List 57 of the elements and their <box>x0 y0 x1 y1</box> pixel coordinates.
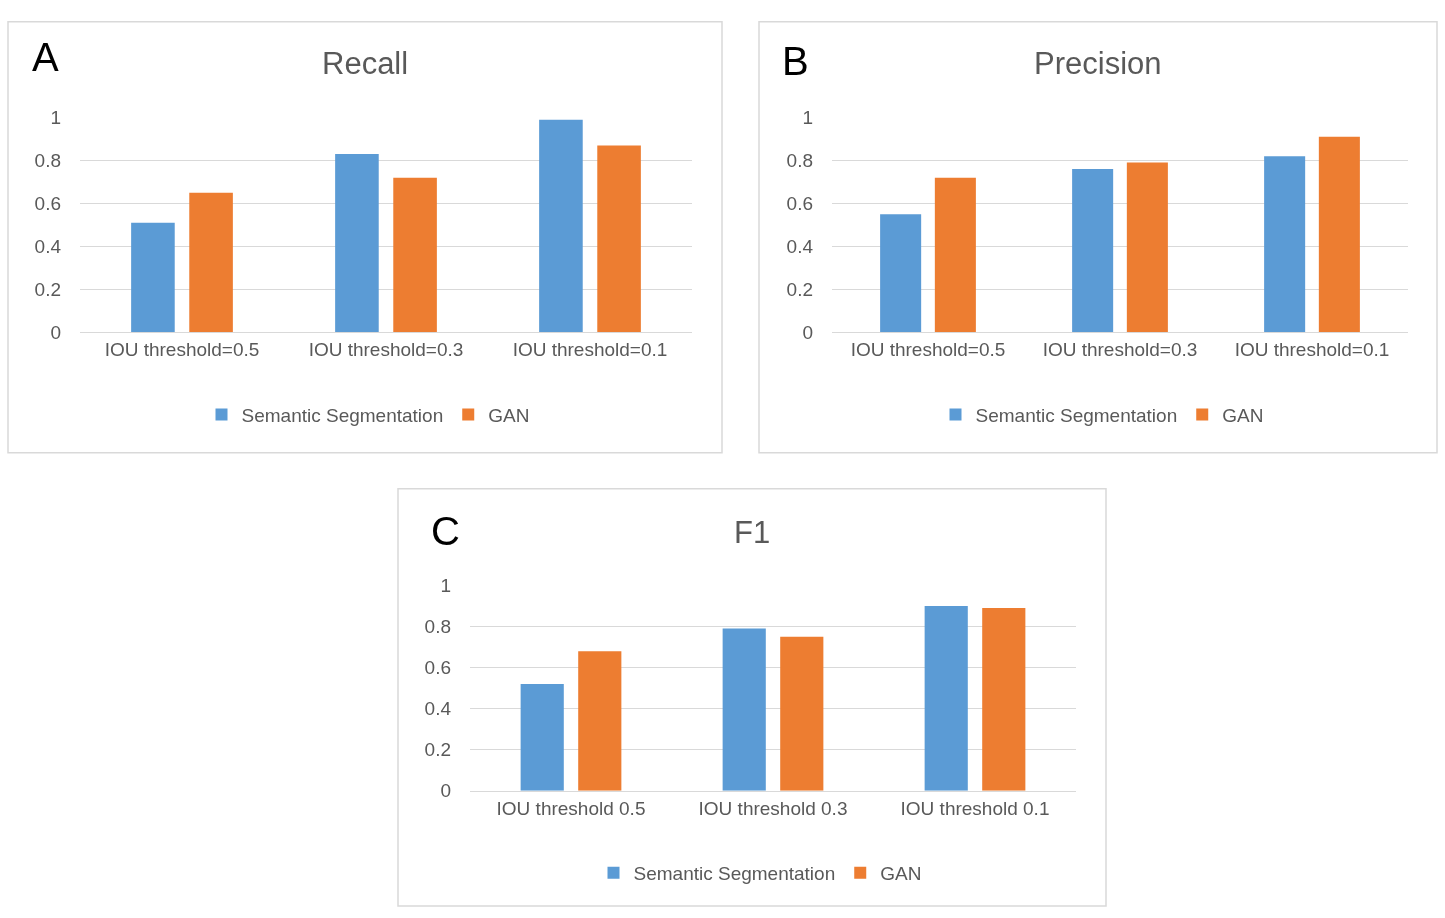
y-tick-label: 1 <box>50 107 61 129</box>
y-tick-label: 1 <box>440 575 451 597</box>
x-tick-label: IOU threshold 0.1 <box>900 797 1050 819</box>
bar <box>1264 156 1306 333</box>
text: C <box>431 509 460 553</box>
y-tick-label: 0.4 <box>786 236 814 258</box>
bar <box>335 154 379 333</box>
y-tick-label: 0.2 <box>424 739 451 761</box>
legend-label: GAN <box>880 863 922 885</box>
bar <box>1126 162 1168 333</box>
text: B <box>782 39 809 83</box>
x-tick-label: IOU threshold=0.1 <box>512 339 668 361</box>
y-tick-label: 0.8 <box>786 150 813 172</box>
bar <box>1318 136 1360 333</box>
x-tick-label: IOU threshold=0.5 <box>104 339 260 361</box>
bar <box>780 636 824 791</box>
bar <box>520 684 564 791</box>
y-tick-label: 1 <box>802 107 813 129</box>
bar <box>578 651 622 791</box>
legend-label: Semantic Segmentation <box>633 863 836 885</box>
legend-label: GAN <box>488 404 530 426</box>
bar <box>189 192 233 333</box>
y-tick-label: 0 <box>50 322 61 344</box>
legend-label: GAN <box>1222 404 1264 426</box>
y-tick-label: 0.2 <box>786 279 813 301</box>
bar <box>131 222 175 333</box>
x-tick-label: IOU threshold 0.5 <box>496 797 646 819</box>
legend-label: Semantic Segmentation <box>975 404 1178 426</box>
x-tick-label: IOU threshold=0.3 <box>308 339 464 361</box>
bar <box>539 119 583 333</box>
chart-title: F1 <box>734 515 771 550</box>
legend-label: Semantic Segmentation <box>241 404 444 426</box>
y-tick-label: 0.4 <box>34 236 62 258</box>
bar <box>934 177 976 333</box>
y-tick-label: 0.4 <box>424 698 452 720</box>
x-tick-label: IOU threshold 0.3 <box>698 797 848 819</box>
bar <box>722 628 766 791</box>
y-tick-label: 0.6 <box>424 657 451 679</box>
bar <box>924 606 968 791</box>
x-tick-label: IOU threshold=0.1 <box>1234 339 1390 361</box>
y-tick-label: 0.6 <box>786 193 813 215</box>
chart-title: Recall <box>322 46 409 81</box>
y-tick-label: 0 <box>440 780 451 802</box>
bar <box>393 177 437 333</box>
x-tick-label: IOU threshold=0.3 <box>1042 339 1198 361</box>
chart-title: Precision <box>1034 46 1162 81</box>
y-tick-label: 0.2 <box>34 279 61 301</box>
y-tick-label: 0.8 <box>424 616 451 638</box>
bar <box>597 145 641 333</box>
y-tick-label: 0.6 <box>34 193 61 215</box>
bar <box>880 214 922 333</box>
x-tick-label: IOU threshold=0.5 <box>850 339 1006 361</box>
bar <box>1072 169 1114 333</box>
y-tick-label: 0.8 <box>34 150 61 172</box>
bar <box>982 608 1026 791</box>
y-tick-label: 0 <box>802 322 813 344</box>
text: A <box>32 35 59 79</box>
